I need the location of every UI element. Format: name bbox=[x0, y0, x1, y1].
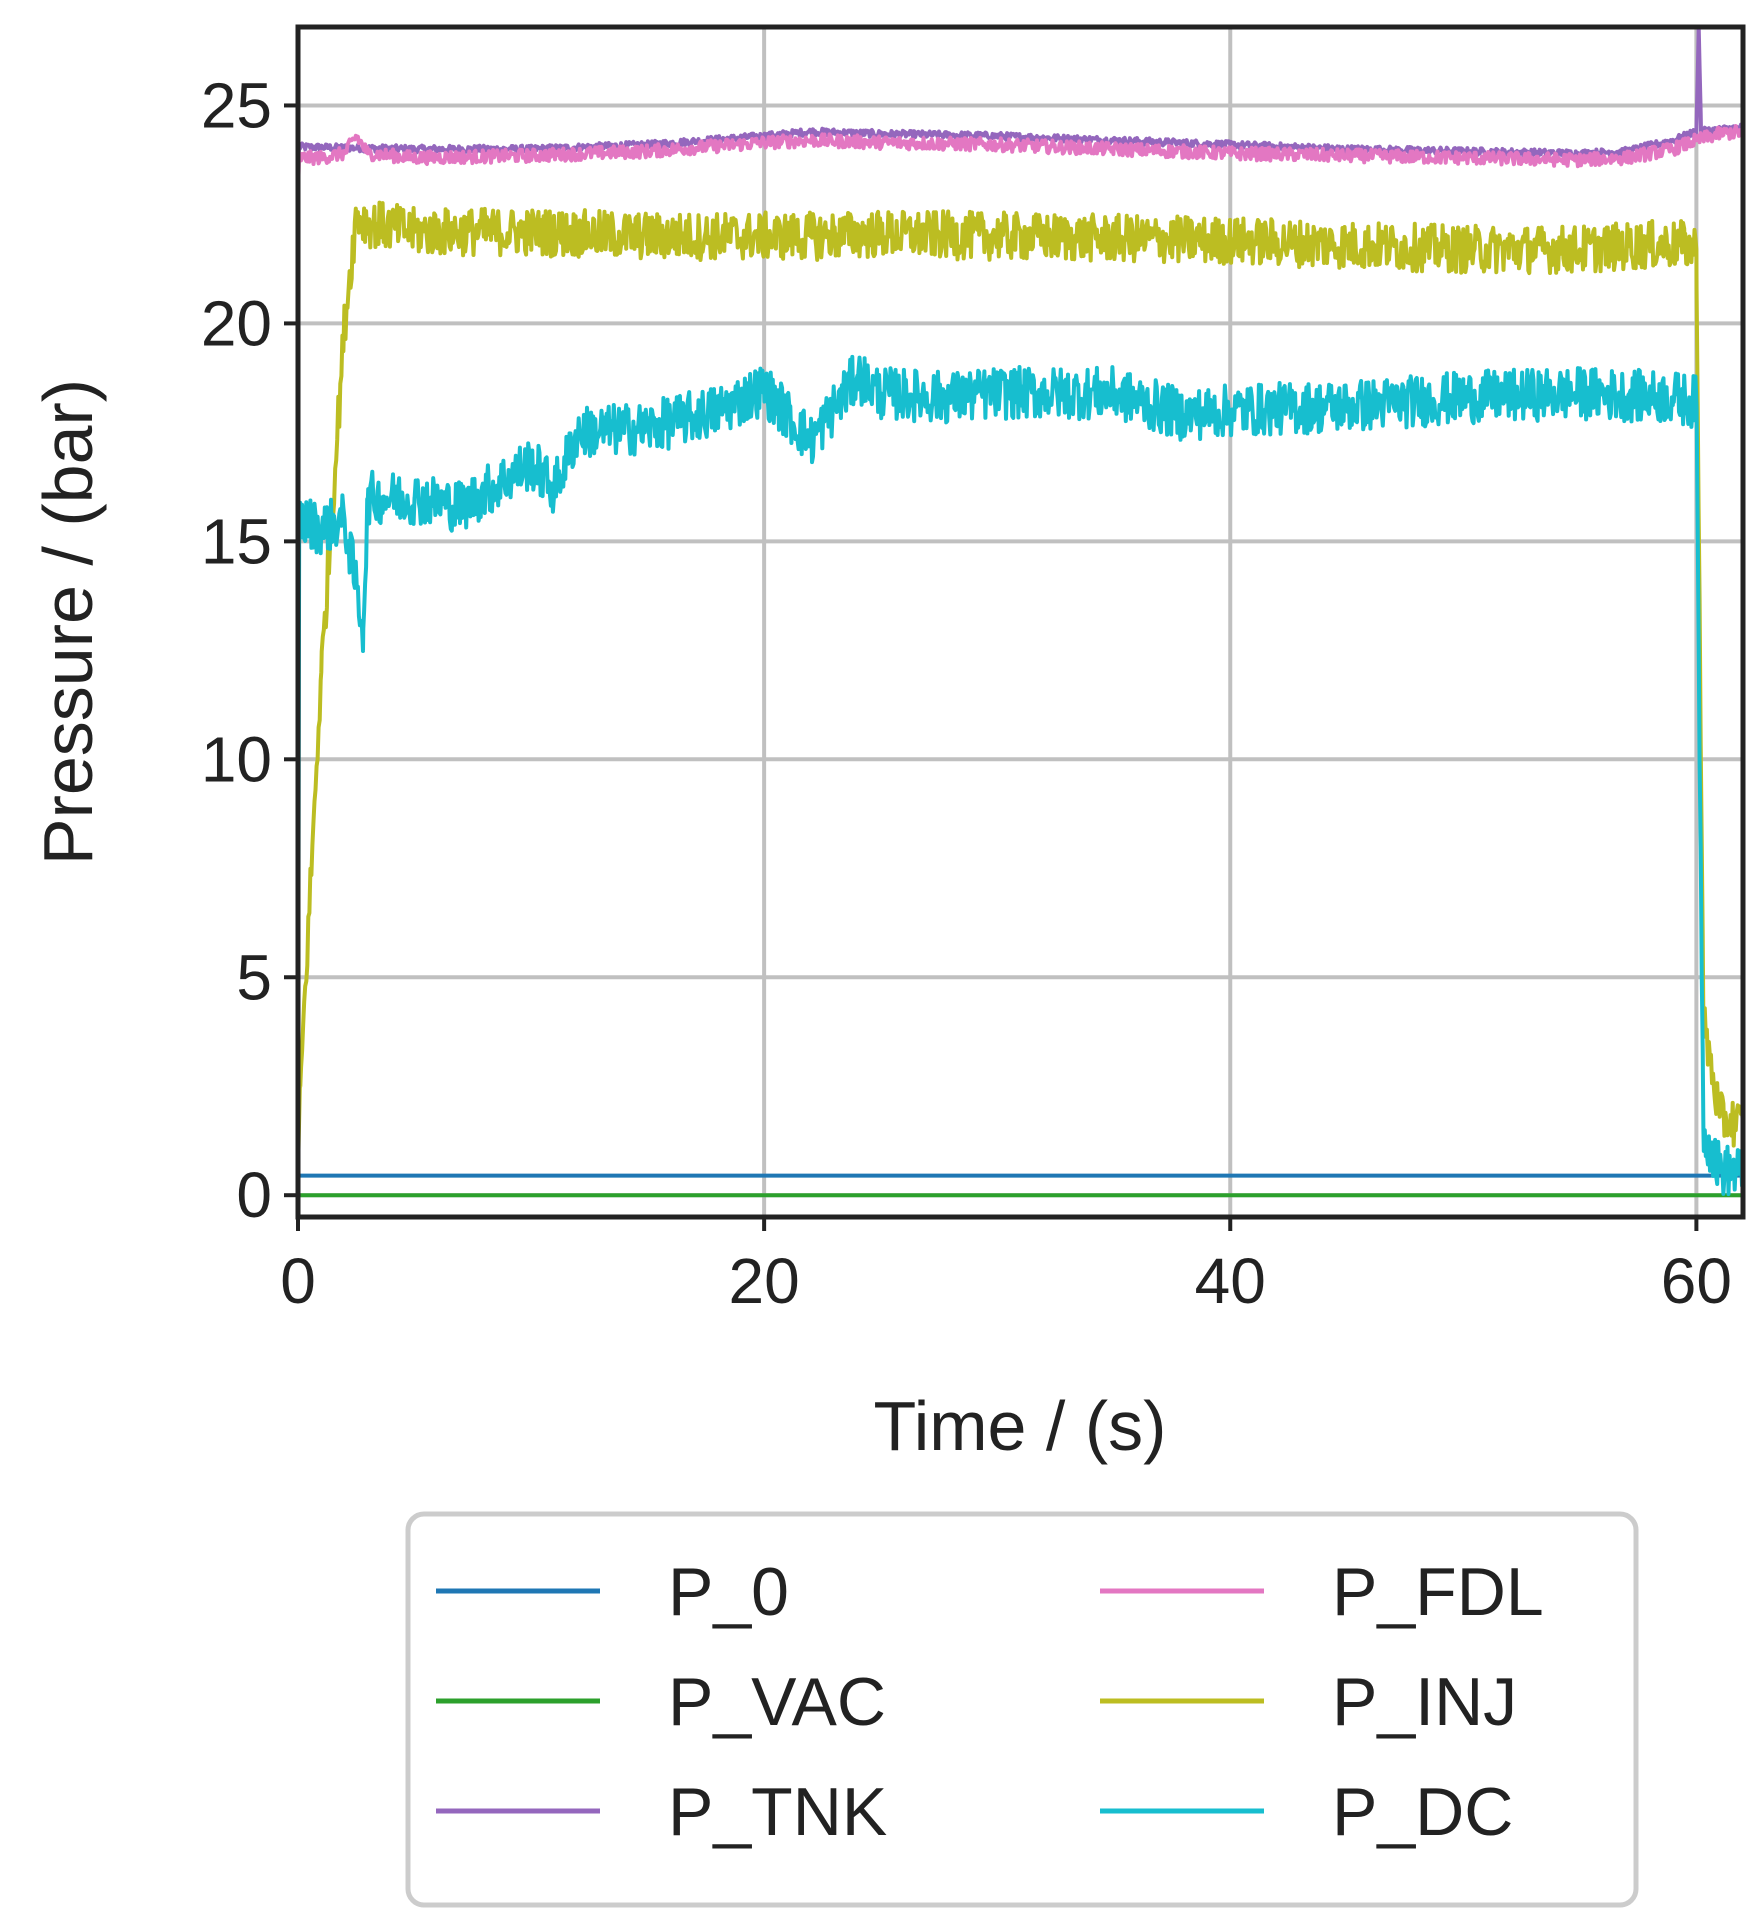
legend-box bbox=[405, 1511, 1639, 1908]
grid-lines bbox=[296, 27, 1743, 1217]
legend-label: P_TNK bbox=[668, 1774, 887, 1850]
y-tick-label: 15 bbox=[201, 505, 272, 577]
y-tick-label: 0 bbox=[236, 1159, 272, 1231]
x-tick-label: 0 bbox=[280, 1245, 316, 1317]
y-tick-label: 20 bbox=[201, 287, 272, 359]
axis-ticks: 0 20 40 60 0 5 10 15 20 25 bbox=[201, 69, 1732, 1317]
series-lines bbox=[298, 27, 1743, 1198]
x-tick-label: 60 bbox=[1661, 1245, 1732, 1317]
x-tick-label: 20 bbox=[729, 1245, 800, 1317]
y-axis-label: Pressure / (bar) bbox=[29, 379, 107, 865]
plot-frame bbox=[295, 24, 1746, 1220]
series-line-p-fdl bbox=[298, 124, 1743, 193]
y-tick-label: 10 bbox=[201, 723, 272, 795]
series-line-p-inj bbox=[298, 200, 1743, 1174]
legend-label: P_DC bbox=[1332, 1774, 1513, 1850]
legend: P_0 P_VAC P_TNK P_FDL P_INJ P_DC bbox=[405, 1511, 1639, 1908]
x-axis-label: Time / (s) bbox=[874, 1387, 1167, 1465]
legend-label: P_VAC bbox=[668, 1664, 886, 1740]
legend-label: P_0 bbox=[668, 1554, 789, 1630]
y-tick-label: 25 bbox=[201, 69, 272, 141]
y-tick-label: 5 bbox=[236, 941, 272, 1013]
series-line-p-dc bbox=[298, 354, 1743, 1197]
legend-label: P_INJ bbox=[1332, 1664, 1517, 1740]
legend-label: P_FDL bbox=[1332, 1554, 1544, 1630]
x-tick-label: 40 bbox=[1195, 1245, 1266, 1317]
series-line-p-tnk bbox=[298, 27, 1743, 171]
